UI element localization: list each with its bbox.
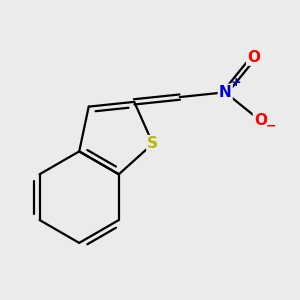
Text: O: O [247, 50, 260, 64]
Text: +: + [230, 76, 241, 89]
Text: S: S [147, 136, 158, 151]
Text: −: − [266, 120, 276, 133]
Text: N: N [219, 85, 232, 100]
Text: O: O [254, 113, 267, 128]
